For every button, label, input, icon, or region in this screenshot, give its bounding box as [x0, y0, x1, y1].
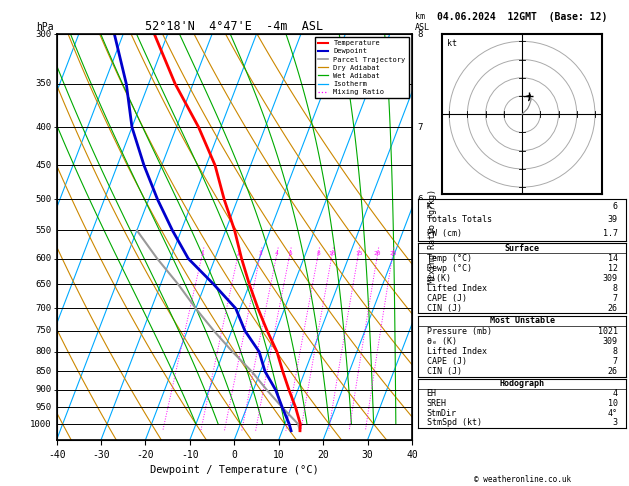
Text: 4: 4 — [275, 251, 279, 256]
Text: 4°: 4° — [608, 409, 618, 417]
Text: 7: 7 — [613, 357, 618, 366]
Text: 1000: 1000 — [30, 419, 52, 429]
Text: 309: 309 — [603, 337, 618, 346]
Text: 1021: 1021 — [598, 327, 618, 336]
Text: 5: 5 — [417, 226, 423, 235]
Text: 7: 7 — [613, 294, 618, 303]
Text: hPa: hPa — [36, 21, 53, 32]
Text: 550: 550 — [35, 226, 52, 235]
Text: 8: 8 — [613, 284, 618, 293]
Text: 25: 25 — [389, 251, 397, 256]
Text: 6: 6 — [613, 202, 618, 210]
Text: 850: 850 — [35, 367, 52, 376]
Text: CAPE (J): CAPE (J) — [426, 294, 467, 303]
Text: Hodograph: Hodograph — [499, 380, 545, 388]
Text: 1: 1 — [417, 385, 423, 395]
Text: 900: 900 — [35, 385, 52, 395]
Text: 26: 26 — [608, 304, 618, 313]
Text: 8: 8 — [417, 30, 423, 38]
Text: K: K — [426, 202, 431, 210]
Text: Temp (°C): Temp (°C) — [426, 254, 472, 262]
Text: 3: 3 — [613, 418, 618, 427]
Text: EH: EH — [426, 389, 437, 398]
Text: 10: 10 — [329, 251, 336, 256]
Text: Totals Totals: Totals Totals — [426, 215, 492, 225]
Text: 700: 700 — [35, 304, 52, 313]
Text: 800: 800 — [35, 347, 52, 356]
Text: StmDir: StmDir — [426, 409, 457, 417]
Text: kt: kt — [447, 39, 457, 48]
Text: 26: 26 — [608, 367, 618, 376]
Text: 300: 300 — [35, 30, 52, 38]
Text: 12: 12 — [608, 264, 618, 273]
Text: 650: 650 — [35, 280, 52, 289]
Text: 600: 600 — [35, 254, 52, 263]
Text: 04.06.2024  12GMT  (Base: 12): 04.06.2024 12GMT (Base: 12) — [437, 12, 607, 22]
Text: 3: 3 — [259, 251, 262, 256]
Text: km
ASL: km ASL — [415, 12, 430, 32]
Text: 10: 10 — [608, 399, 618, 408]
Text: © weatheronline.co.uk: © weatheronline.co.uk — [474, 474, 571, 484]
Text: θₑ (K): θₑ (K) — [426, 337, 457, 346]
Text: CIN (J): CIN (J) — [426, 367, 462, 376]
Text: 8: 8 — [316, 251, 320, 256]
Text: LCL: LCL — [417, 419, 433, 429]
Text: 15: 15 — [355, 251, 362, 256]
Text: 5: 5 — [288, 251, 292, 256]
Text: 6: 6 — [417, 195, 423, 204]
Text: 2: 2 — [237, 251, 240, 256]
Text: 1: 1 — [201, 251, 204, 256]
Text: θₑ(K): θₑ(K) — [426, 274, 452, 283]
Text: 2: 2 — [417, 347, 423, 356]
Text: 400: 400 — [35, 122, 52, 132]
Text: Lifted Index: Lifted Index — [426, 347, 487, 356]
Text: 8: 8 — [613, 347, 618, 356]
Text: Most Unstable: Most Unstable — [489, 316, 555, 326]
Text: 4: 4 — [613, 389, 618, 398]
Text: 450: 450 — [35, 161, 52, 170]
Text: 350: 350 — [35, 79, 52, 88]
Text: 1.7: 1.7 — [603, 229, 618, 238]
Text: 4: 4 — [417, 254, 423, 263]
Title: 52°18'N  4°47'E  -4m  ASL: 52°18'N 4°47'E -4m ASL — [145, 20, 323, 33]
Text: StmSpd (kt): StmSpd (kt) — [426, 418, 482, 427]
Text: 39: 39 — [608, 215, 618, 225]
Text: 20: 20 — [374, 251, 381, 256]
Text: PW (cm): PW (cm) — [426, 229, 462, 238]
Text: Mixing Ratio (g/kg): Mixing Ratio (g/kg) — [428, 190, 437, 284]
Text: 3: 3 — [417, 304, 423, 313]
Text: Lifted Index: Lifted Index — [426, 284, 487, 293]
Text: 500: 500 — [35, 195, 52, 204]
Text: Dewp (°C): Dewp (°C) — [426, 264, 472, 273]
Text: 309: 309 — [603, 274, 618, 283]
Text: SREH: SREH — [426, 399, 447, 408]
Text: CIN (J): CIN (J) — [426, 304, 462, 313]
Legend: Temperature, Dewpoint, Parcel Trajectory, Dry Adiabat, Wet Adiabat, Isotherm, Mi: Temperature, Dewpoint, Parcel Trajectory… — [314, 37, 408, 98]
Text: 950: 950 — [35, 403, 52, 412]
X-axis label: Dewpoint / Temperature (°C): Dewpoint / Temperature (°C) — [150, 465, 319, 475]
Text: CAPE (J): CAPE (J) — [426, 357, 467, 366]
Text: 750: 750 — [35, 326, 52, 335]
Text: Pressure (mb): Pressure (mb) — [426, 327, 492, 336]
Text: 14: 14 — [608, 254, 618, 262]
Text: Surface: Surface — [504, 243, 540, 253]
Text: 7: 7 — [417, 122, 423, 132]
